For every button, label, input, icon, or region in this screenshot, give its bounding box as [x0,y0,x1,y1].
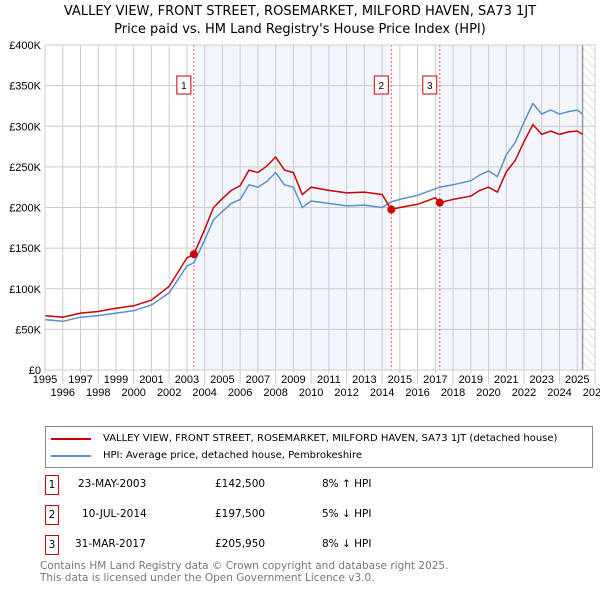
x-tick-label: 1997 [68,374,92,386]
sale-hpi-diff: 8% ↑ HPI [322,478,372,490]
legend-label: HPI: Average price, detached house, Pemb… [103,450,362,461]
y-tick-label: £350K [9,81,41,93]
legend-swatch-blue [51,454,91,457]
x-tick-label: 1999 [104,374,128,386]
x-tick-label: 1995 [33,374,57,386]
property-price-line [44,123,583,318]
y-tick-label: £400K [9,40,41,52]
sale-date: 23-MAY-2003 [78,478,147,490]
sale-label-box [373,75,389,95]
x-tick-label: 2018 [441,387,465,399]
sale-point [387,205,396,214]
legend-swatch-red [51,437,91,440]
x-tick-label: 2021 [494,374,518,386]
x-tick-label: 2004 [192,387,216,399]
sale-label-box [422,75,438,95]
sale-price: £197,500 [215,508,266,520]
legend-item-property: VALLEY VIEW, FRONT STREET, ROSEMARKET, M… [46,432,557,445]
x-tick-label: 2003 [175,374,199,386]
x-tick-label: 2013 [352,374,376,386]
sale-price: £205,950 [215,538,266,550]
x-tick-label: 2020 [476,387,500,399]
legend: VALLEY VIEW, FRONT STREET, ROSEMARKET, M… [45,426,593,468]
sale-label: 3 [427,81,433,92]
x-tick-label: 2019 [459,374,483,386]
x-tick-label: 2006 [228,387,252,399]
x-tick-label: 2010 [299,387,323,399]
sale-hpi-diff: 8% ↓ HPI [322,538,372,550]
sale-date: 10-JUL-2014 [82,508,147,520]
sale-price: £142,500 [215,478,266,490]
x-tick-label: 2001 [139,374,163,386]
sale-point [189,250,198,259]
hpi-line [44,102,584,323]
plot-border [44,44,596,371]
sale-point [435,198,444,207]
sale-hpi-diff: 5% ↓ HPI [322,508,372,520]
x-tick-label: 2025 [565,374,589,386]
x-tick-label: 2016 [405,387,429,399]
x-tick-label: 2022 [512,387,536,399]
sale-label: 2 [379,81,385,92]
legend-label: VALLEY VIEW, FRONT STREET, ROSEMARKET, M… [103,433,558,444]
x-tick-label: 1998 [86,387,110,399]
chart-title: VALLEY VIEW, FRONT STREET, ROSEMARKET, M… [63,4,537,19]
y-tick-label: £150K [9,243,41,255]
price-chart: 1995199619971998199920002001200220032004… [9,40,600,399]
legend-item-hpi: HPI: Average price, detached house, Pemb… [46,449,362,462]
x-tick-label: 2005 [210,374,234,386]
x-tick-label: 2015 [388,374,412,386]
sale-label: 1 [181,81,187,92]
x-tick-label: 2024 [547,387,571,399]
x-tick-label: 2008 [263,387,287,399]
x-tick-label: 2007 [246,374,270,386]
sale-number-badge: 3 [45,535,59,555]
sale-label-box [176,75,192,95]
x-tick-label: 2014 [370,387,394,399]
y-tick-label: £300K [9,121,41,133]
y-tick-label: £250K [9,162,41,174]
x-tick-label: 2011 [317,374,341,386]
chart-subtitle: Price paid vs. HM Land Registry's House … [114,22,486,37]
x-tick-label: 2002 [157,387,181,399]
y-tick-label: £200K [9,203,41,215]
x-tick-label: 2023 [530,374,554,386]
y-tick-label: £50K [15,324,41,336]
y-tick-label: £100K [9,284,41,296]
sale-number-badge: 1 [45,475,59,495]
x-tick-label: 2012 [334,387,358,399]
footer-line-2: This data is licensed under the Open Gov… [40,572,375,584]
footer: Contains HM Land Registry data © Crown c… [40,560,448,584]
y-tick-label: £0 [29,365,41,377]
x-tick-label: 1996 [50,387,74,399]
sale-date: 31-MAR-2017 [75,538,146,550]
x-tick-label: 2017 [423,374,447,386]
x-tick-label: 2000 [121,387,145,399]
x-tick-label: 2009 [281,374,305,386]
footer-line-1: Contains HM Land Registry data © Crown c… [40,560,449,572]
x-tick-label: 2026 [583,387,600,399]
sale-number-badge: 2 [45,505,59,525]
